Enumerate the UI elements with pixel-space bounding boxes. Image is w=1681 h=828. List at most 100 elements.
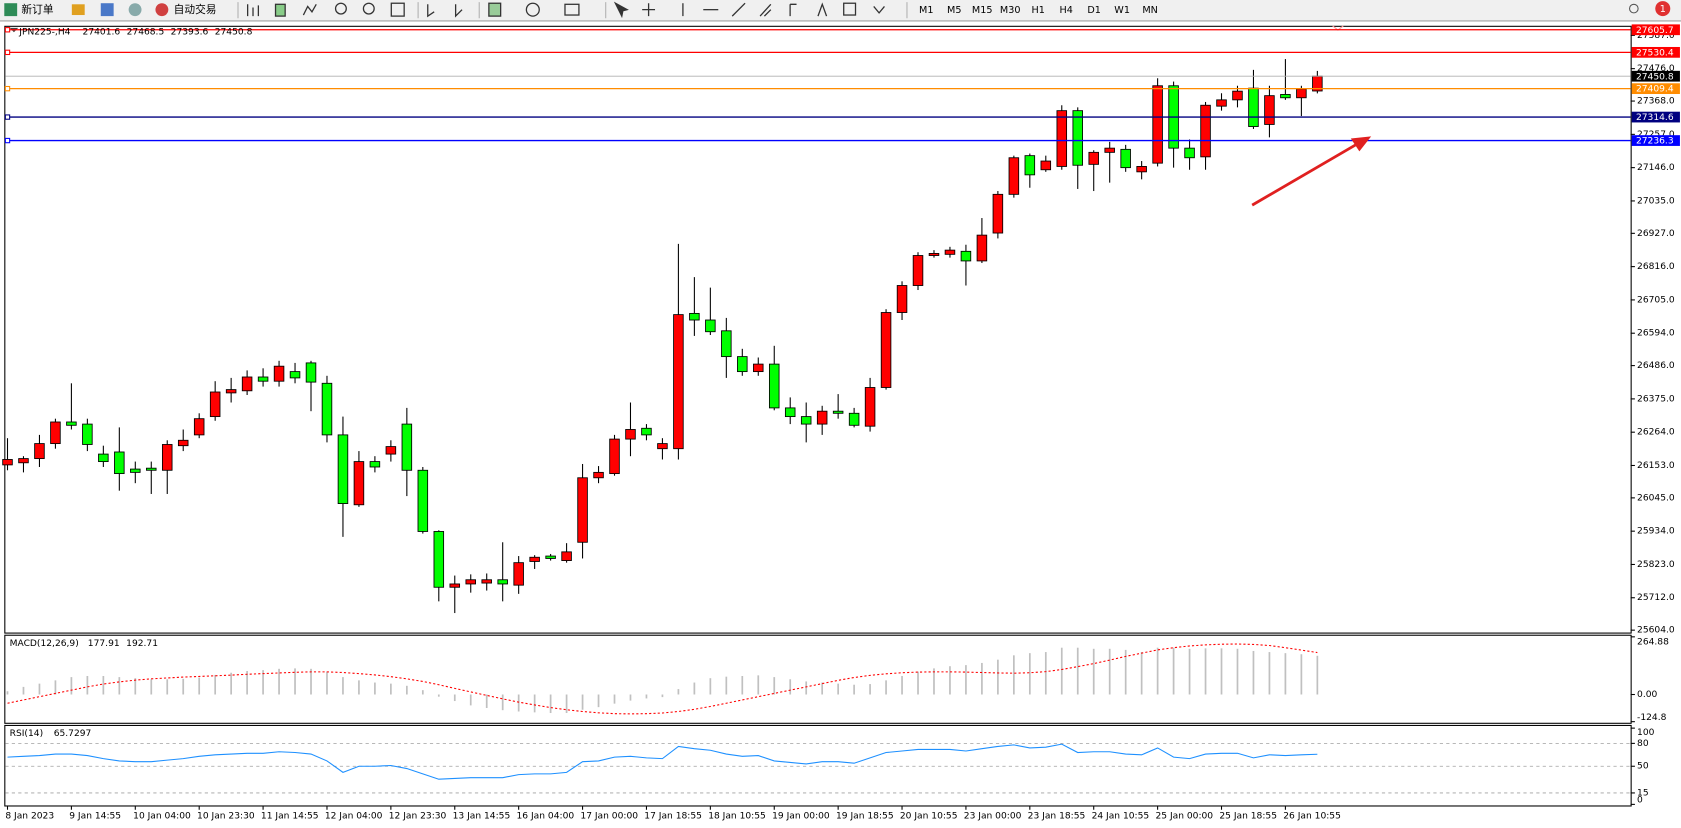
- tool-icon[interactable]: [128, 3, 142, 17]
- rsi-panel: [4, 724, 1632, 807]
- channel-icon[interactable]: [759, 3, 772, 17]
- price-level-handle: [4, 137, 11, 144]
- timeframe-button[interactable]: M5: [947, 5, 961, 16]
- timeframe-button[interactable]: H1: [1031, 5, 1044, 16]
- x-tick-label: 16 Jan 04:00: [517, 812, 575, 822]
- candle-body: [1264, 95, 1275, 125]
- candle-body: [928, 252, 940, 256]
- x-tick-label: 11 Jan 14:55: [261, 812, 319, 822]
- candle-body: [66, 421, 77, 426]
- y-tick-label: 25823.0: [1637, 560, 1675, 570]
- periods-icon[interactable]: [525, 2, 540, 17]
- price-level-handle: [4, 27, 11, 33]
- candle-body: [1040, 160, 1052, 171]
- price-level-tag: [1631, 111, 1680, 123]
- candle-body: [912, 255, 924, 286]
- candle-body: [1184, 147, 1195, 159]
- new-order-icon[interactable]: [4, 3, 18, 17]
- candle-body: [1136, 166, 1147, 173]
- toolbar-bg: [0, 0, 1681, 21]
- candle-body: [1024, 155, 1036, 176]
- candle-body: [641, 427, 652, 436]
- current-price-label: 27450.8: [1636, 72, 1674, 82]
- candle-body: [114, 451, 125, 475]
- new-order-button[interactable]: 新订单: [21, 3, 53, 16]
- timeframe-button[interactable]: W1: [1114, 5, 1130, 16]
- tool-icon[interactable]: [71, 4, 85, 16]
- candle-body: [784, 407, 796, 418]
- timeframe-button[interactable]: MN: [1142, 5, 1158, 16]
- auto-trading-button[interactable]: 自动交易: [174, 3, 217, 16]
- tool-icon[interactable]: [302, 3, 317, 16]
- x-tick-label: 10 Jan 23:30: [197, 812, 255, 822]
- ohlc-value: 27393.6: [171, 28, 209, 38]
- x-tick-label: 9 Jan 14:55: [69, 812, 121, 822]
- trendline-icon[interactable]: [731, 2, 746, 17]
- timeframe-button[interactable]: M15: [972, 5, 993, 16]
- toolbar-separators: [237, 2, 908, 19]
- x-tick-label: 19 Jan 00:00: [772, 812, 830, 822]
- indicator-value: 192.71: [126, 639, 158, 649]
- x-tick-label: 12 Jan 23:30: [389, 812, 447, 822]
- candle-body: [130, 468, 141, 473]
- cursor-icon[interactable]: [613, 1, 629, 19]
- candle-body: [1104, 147, 1115, 153]
- price-level-tag: [1631, 83, 1680, 95]
- x-tick-label: 17 Jan 18:55: [644, 812, 702, 822]
- tool-icon[interactable]: [100, 3, 114, 17]
- candle-body: [98, 453, 109, 463]
- zoom-in-icon[interactable]: [334, 2, 347, 15]
- candle-body: [161, 444, 173, 471]
- candle-body: [50, 421, 61, 445]
- zoom-out-icon[interactable]: [362, 2, 375, 15]
- candle-body: [848, 412, 860, 426]
- x-tick-label: 8 Jan 2023: [5, 812, 54, 822]
- candle-body: [513, 562, 524, 586]
- toolbar: 1 新订单 自动交易: [0, 0, 1681, 22]
- indicator-title: MACD(12,26,9): [10, 639, 79, 649]
- timeframe-button[interactable]: M30: [1000, 5, 1021, 16]
- tool-icon[interactable]: [274, 3, 286, 17]
- auto-trading-icon[interactable]: [155, 3, 169, 17]
- y-tick-label: 26927.0: [1637, 229, 1675, 239]
- notification-badge[interactable]: [1655, 1, 1671, 17]
- candle-body: [449, 583, 461, 588]
- tool-icon[interactable]: [390, 2, 405, 17]
- fibo-icon[interactable]: [789, 3, 797, 17]
- candle-body: [2, 459, 13, 466]
- indicators-icon[interactable]: [488, 2, 502, 17]
- candle-body: [1232, 90, 1243, 101]
- label-icon[interactable]: [843, 2, 857, 16]
- tool-icon[interactable]: [247, 4, 260, 17]
- price-level-label: 27409.4: [1636, 85, 1674, 95]
- candle-body: [1248, 87, 1259, 127]
- candle-body: [689, 312, 700, 321]
- arrows-icon[interactable]: [873, 6, 885, 14]
- templates-icon[interactable]: [564, 3, 580, 16]
- candle-body: [481, 579, 492, 584]
- crosshair-icon[interactable]: [642, 3, 656, 17]
- y-tick-label: 80: [1637, 739, 1649, 749]
- timeframe-button[interactable]: D1: [1087, 5, 1101, 16]
- y-tick-label: 26264.0: [1637, 428, 1675, 438]
- candle-body: [593, 471, 604, 479]
- candle-body: [193, 418, 205, 436]
- candle-body: [289, 371, 301, 379]
- candle-body: [273, 365, 285, 382]
- toolbar-icons: [247, 1, 885, 19]
- x-tick-label: 23 Jan 00:00: [964, 812, 1022, 822]
- candle-body: [800, 416, 812, 425]
- timeframe-button[interactable]: H4: [1059, 5, 1072, 16]
- candle-body: [545, 555, 556, 559]
- candle-body: [896, 285, 908, 313]
- search-icon[interactable]: [1629, 3, 1639, 14]
- indicator-title: RSI(14): [10, 729, 43, 739]
- tool-icon[interactable]: [454, 4, 463, 18]
- timeframe-button[interactable]: M1: [919, 5, 933, 16]
- candle-body: [960, 250, 972, 262]
- tool-icon[interactable]: [427, 4, 435, 18]
- text-icon[interactable]: [817, 2, 828, 17]
- x-tick-label: 17 Jan 00:00: [580, 812, 638, 822]
- ohlc-value: 27401.6: [83, 28, 121, 38]
